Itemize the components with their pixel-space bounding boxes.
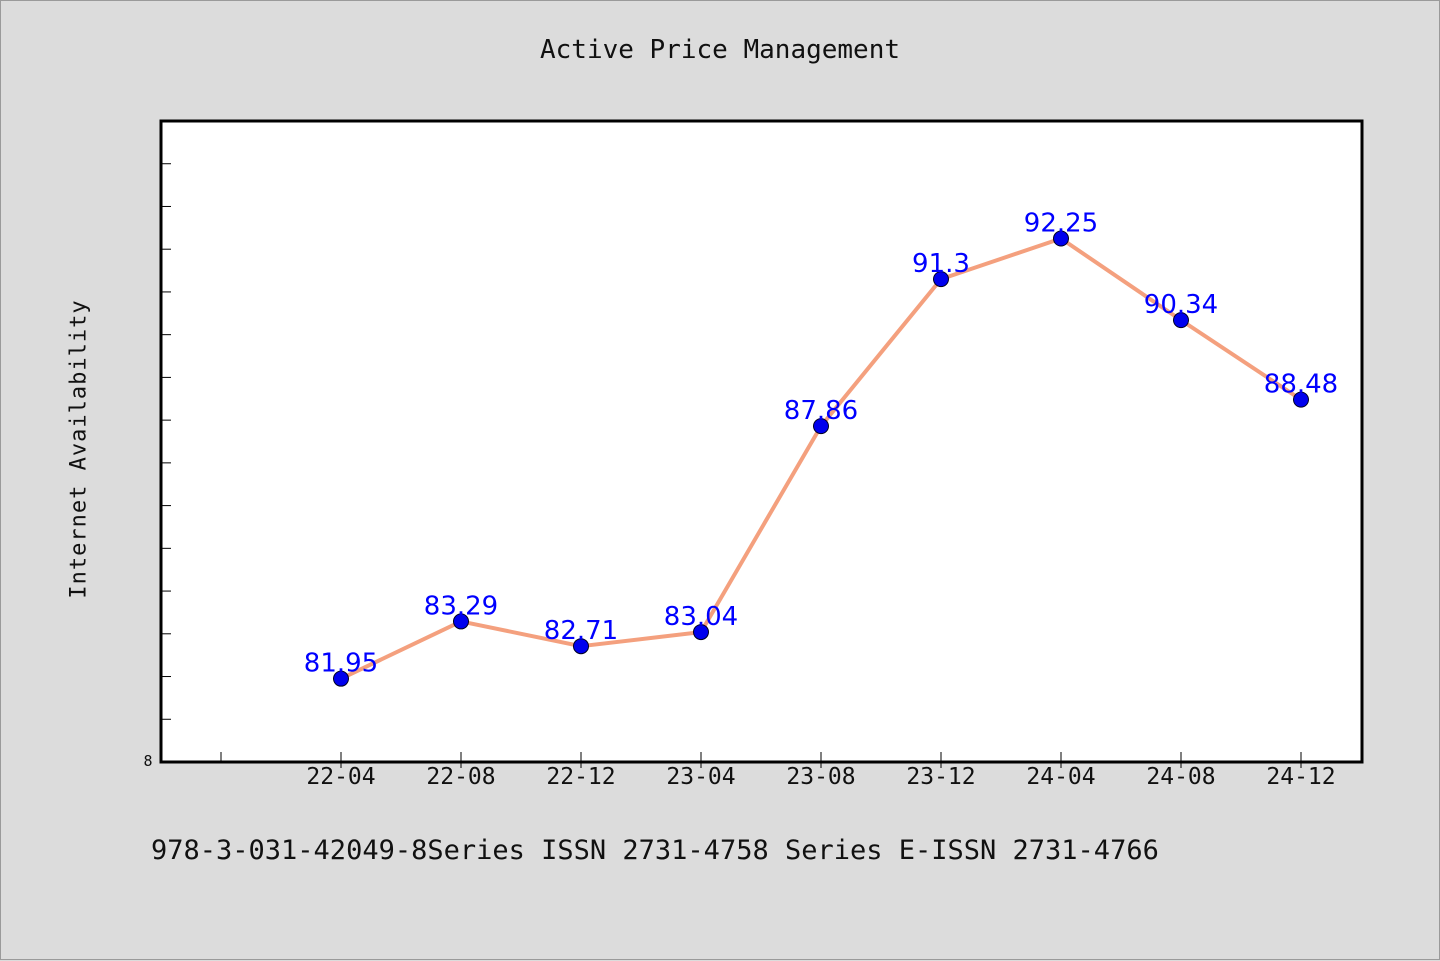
x-tick-label: 23-08 <box>786 764 855 790</box>
data-label: 82.71 <box>544 616 618 646</box>
data-label: 81.95 <box>304 649 378 679</box>
data-label: 87.86 <box>784 396 858 426</box>
y-axis-ticks <box>161 163 171 720</box>
series-layer: 81.95 83.29 82.71 83.04 87.86 91.3 92.25 90.34 8… <box>304 209 1338 687</box>
data-point <box>1293 391 1309 408</box>
data-label: 83.04 <box>664 602 738 632</box>
x-tick-label: 24-04 <box>1026 764 1095 790</box>
data-label: 83.29 <box>424 591 498 621</box>
data-label: 92.25 <box>1024 209 1098 239</box>
data-label: 91.3 <box>912 249 970 279</box>
data-point <box>1173 312 1189 329</box>
chart-title: Active Price Management <box>539 35 901 65</box>
x-axis-ticks: 22-04 22-08 22-12 23-04 23-08 23-12 24-04 24-08… <box>220 752 1336 790</box>
data-point <box>933 271 949 288</box>
x-tick-label: 24-08 <box>1146 764 1215 790</box>
data-point <box>693 624 709 641</box>
x-tick-label: 22-08 <box>426 764 495 790</box>
x-tick-label: 23-12 <box>906 764 975 790</box>
x-tick-label: 23-04 <box>666 764 735 790</box>
data-point <box>573 638 589 655</box>
data-label: 90.34 <box>1144 290 1218 320</box>
x-tick-label: 22-04 <box>306 764 375 790</box>
data-label: 88.48 <box>1264 370 1338 400</box>
y-tick-label: 8 <box>143 752 152 770</box>
x-tick-label: 22-12 <box>546 764 615 790</box>
data-point <box>813 418 829 435</box>
data-point <box>1053 230 1069 247</box>
footer-text: 978-3-031-42049-8Series ISSN 2731-4758 S… <box>151 835 1159 866</box>
data-point <box>453 613 469 630</box>
plot-area <box>159 119 1364 764</box>
x-tick-label: 24-12 <box>1266 764 1335 790</box>
data-point <box>333 670 349 687</box>
